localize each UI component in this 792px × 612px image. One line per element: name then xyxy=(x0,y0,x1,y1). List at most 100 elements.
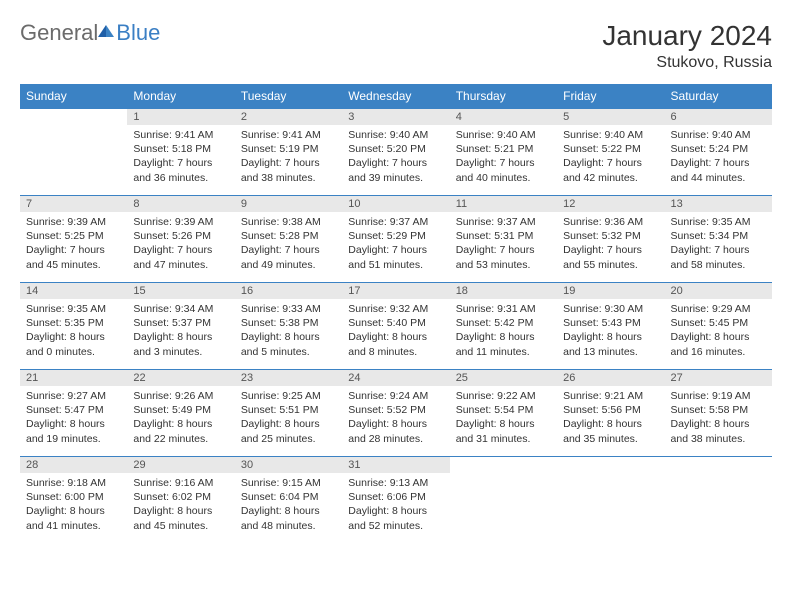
sunrise-text: Sunrise: 9:30 AM xyxy=(563,302,658,316)
day-number: 19 xyxy=(557,283,664,299)
day-content: Sunrise: 9:35 AMSunset: 5:35 PMDaylight:… xyxy=(20,299,127,365)
day-content: Sunrise: 9:41 AMSunset: 5:18 PMDaylight:… xyxy=(127,125,234,191)
day-cell: 24Sunrise: 9:24 AMSunset: 5:52 PMDayligh… xyxy=(342,370,449,457)
sunrise-text: Sunrise: 9:40 AM xyxy=(456,128,551,142)
sunrise-text: Sunrise: 9:37 AM xyxy=(456,215,551,229)
day-cell: 30Sunrise: 9:15 AMSunset: 6:04 PMDayligh… xyxy=(235,457,342,544)
day-number: 13 xyxy=(665,196,772,212)
day-number: 17 xyxy=(342,283,449,299)
week-row: 28Sunrise: 9:18 AMSunset: 6:00 PMDayligh… xyxy=(20,457,772,544)
day-content: Sunrise: 9:38 AMSunset: 5:28 PMDaylight:… xyxy=(235,212,342,278)
sunset-text: Sunset: 5:45 PM xyxy=(671,316,766,330)
sunrise-text: Sunrise: 9:16 AM xyxy=(133,476,228,490)
day-content: Sunrise: 9:34 AMSunset: 5:37 PMDaylight:… xyxy=(127,299,234,365)
day-content: Sunrise: 9:22 AMSunset: 5:54 PMDaylight:… xyxy=(450,386,557,452)
day-content: Sunrise: 9:41 AMSunset: 5:19 PMDaylight:… xyxy=(235,125,342,191)
day-cell xyxy=(450,457,557,544)
sunrise-text: Sunrise: 9:34 AM xyxy=(133,302,228,316)
sunrise-text: Sunrise: 9:41 AM xyxy=(241,128,336,142)
daylight-text: Daylight: 8 hours and 41 minutes. xyxy=(26,504,121,532)
daylight-text: Daylight: 7 hours and 45 minutes. xyxy=(26,243,121,271)
day-cell: 9Sunrise: 9:38 AMSunset: 5:28 PMDaylight… xyxy=(235,196,342,283)
sunrise-text: Sunrise: 9:40 AM xyxy=(563,128,658,142)
sunset-text: Sunset: 5:25 PM xyxy=(26,229,121,243)
logo: General Blue xyxy=(20,20,160,46)
day-number: 14 xyxy=(20,283,127,299)
week-row: 21Sunrise: 9:27 AMSunset: 5:47 PMDayligh… xyxy=(20,370,772,457)
day-cell xyxy=(20,109,127,196)
day-cell: 8Sunrise: 9:39 AMSunset: 5:26 PMDaylight… xyxy=(127,196,234,283)
sunset-text: Sunset: 5:34 PM xyxy=(671,229,766,243)
sunset-text: Sunset: 5:20 PM xyxy=(348,142,443,156)
sunset-text: Sunset: 5:31 PM xyxy=(456,229,551,243)
sunset-text: Sunset: 5:49 PM xyxy=(133,403,228,417)
day-cell: 3Sunrise: 9:40 AMSunset: 5:20 PMDaylight… xyxy=(342,109,449,196)
day-cell: 11Sunrise: 9:37 AMSunset: 5:31 PMDayligh… xyxy=(450,196,557,283)
sunrise-text: Sunrise: 9:21 AM xyxy=(563,389,658,403)
day-cell: 21Sunrise: 9:27 AMSunset: 5:47 PMDayligh… xyxy=(20,370,127,457)
week-row: 14Sunrise: 9:35 AMSunset: 5:35 PMDayligh… xyxy=(20,283,772,370)
day-content: Sunrise: 9:32 AMSunset: 5:40 PMDaylight:… xyxy=(342,299,449,365)
sunset-text: Sunset: 5:47 PM xyxy=(26,403,121,417)
day-number: 27 xyxy=(665,370,772,386)
daylight-text: Daylight: 7 hours and 55 minutes. xyxy=(563,243,658,271)
day-content: Sunrise: 9:37 AMSunset: 5:31 PMDaylight:… xyxy=(450,212,557,278)
week-row: 7Sunrise: 9:39 AMSunset: 5:25 PMDaylight… xyxy=(20,196,772,283)
day-number: 7 xyxy=(20,196,127,212)
logo-text-general: General xyxy=(20,20,98,46)
sunset-text: Sunset: 5:42 PM xyxy=(456,316,551,330)
day-content: Sunrise: 9:24 AMSunset: 5:52 PMDaylight:… xyxy=(342,386,449,452)
calendar-body: 1Sunrise: 9:41 AMSunset: 5:18 PMDaylight… xyxy=(20,109,772,544)
daylight-text: Daylight: 8 hours and 16 minutes. xyxy=(671,330,766,358)
sunrise-text: Sunrise: 9:19 AM xyxy=(671,389,766,403)
daylight-text: Daylight: 8 hours and 28 minutes. xyxy=(348,417,443,445)
sunset-text: Sunset: 5:35 PM xyxy=(26,316,121,330)
daylight-text: Daylight: 8 hours and 3 minutes. xyxy=(133,330,228,358)
day-content: Sunrise: 9:31 AMSunset: 5:42 PMDaylight:… xyxy=(450,299,557,365)
daylight-text: Daylight: 8 hours and 13 minutes. xyxy=(563,330,658,358)
day-number: 2 xyxy=(235,109,342,125)
day-cell xyxy=(665,457,772,544)
sunrise-text: Sunrise: 9:24 AM xyxy=(348,389,443,403)
day-content: Sunrise: 9:30 AMSunset: 5:43 PMDaylight:… xyxy=(557,299,664,365)
day-cell: 18Sunrise: 9:31 AMSunset: 5:42 PMDayligh… xyxy=(450,283,557,370)
daylight-text: Daylight: 7 hours and 51 minutes. xyxy=(348,243,443,271)
day-number: 21 xyxy=(20,370,127,386)
sunset-text: Sunset: 5:56 PM xyxy=(563,403,658,417)
weekday-header-row: SundayMondayTuesdayWednesdayThursdayFrid… xyxy=(20,84,772,109)
day-cell: 23Sunrise: 9:25 AMSunset: 5:51 PMDayligh… xyxy=(235,370,342,457)
day-number: 3 xyxy=(342,109,449,125)
sunset-text: Sunset: 5:32 PM xyxy=(563,229,658,243)
day-number: 29 xyxy=(127,457,234,473)
sunrise-text: Sunrise: 9:25 AM xyxy=(241,389,336,403)
day-cell: 25Sunrise: 9:22 AMSunset: 5:54 PMDayligh… xyxy=(450,370,557,457)
day-content: Sunrise: 9:35 AMSunset: 5:34 PMDaylight:… xyxy=(665,212,772,278)
day-number: 23 xyxy=(235,370,342,386)
week-row: 1Sunrise: 9:41 AMSunset: 5:18 PMDaylight… xyxy=(20,109,772,196)
daylight-text: Daylight: 8 hours and 8 minutes. xyxy=(348,330,443,358)
day-cell: 29Sunrise: 9:16 AMSunset: 6:02 PMDayligh… xyxy=(127,457,234,544)
daylight-text: Daylight: 7 hours and 42 minutes. xyxy=(563,156,658,184)
day-content: Sunrise: 9:21 AMSunset: 5:56 PMDaylight:… xyxy=(557,386,664,452)
sunrise-text: Sunrise: 9:31 AM xyxy=(456,302,551,316)
sunset-text: Sunset: 5:28 PM xyxy=(241,229,336,243)
day-content: Sunrise: 9:33 AMSunset: 5:38 PMDaylight:… xyxy=(235,299,342,365)
month-title: January 2024 xyxy=(602,20,772,52)
sunset-text: Sunset: 5:38 PM xyxy=(241,316,336,330)
sunset-text: Sunset: 6:06 PM xyxy=(348,490,443,504)
daylight-text: Daylight: 8 hours and 48 minutes. xyxy=(241,504,336,532)
sunrise-text: Sunrise: 9:13 AM xyxy=(348,476,443,490)
day-cell: 14Sunrise: 9:35 AMSunset: 5:35 PMDayligh… xyxy=(20,283,127,370)
day-number: 4 xyxy=(450,109,557,125)
daylight-text: Daylight: 7 hours and 47 minutes. xyxy=(133,243,228,271)
sunset-text: Sunset: 6:04 PM xyxy=(241,490,336,504)
day-number: 18 xyxy=(450,283,557,299)
sunrise-text: Sunrise: 9:40 AM xyxy=(671,128,766,142)
day-cell xyxy=(557,457,664,544)
day-content: Sunrise: 9:39 AMSunset: 5:26 PMDaylight:… xyxy=(127,212,234,278)
daylight-text: Daylight: 8 hours and 5 minutes. xyxy=(241,330,336,358)
day-cell: 31Sunrise: 9:13 AMSunset: 6:06 PMDayligh… xyxy=(342,457,449,544)
day-number: 16 xyxy=(235,283,342,299)
daylight-text: Daylight: 8 hours and 35 minutes. xyxy=(563,417,658,445)
daylight-text: Daylight: 8 hours and 45 minutes. xyxy=(133,504,228,532)
